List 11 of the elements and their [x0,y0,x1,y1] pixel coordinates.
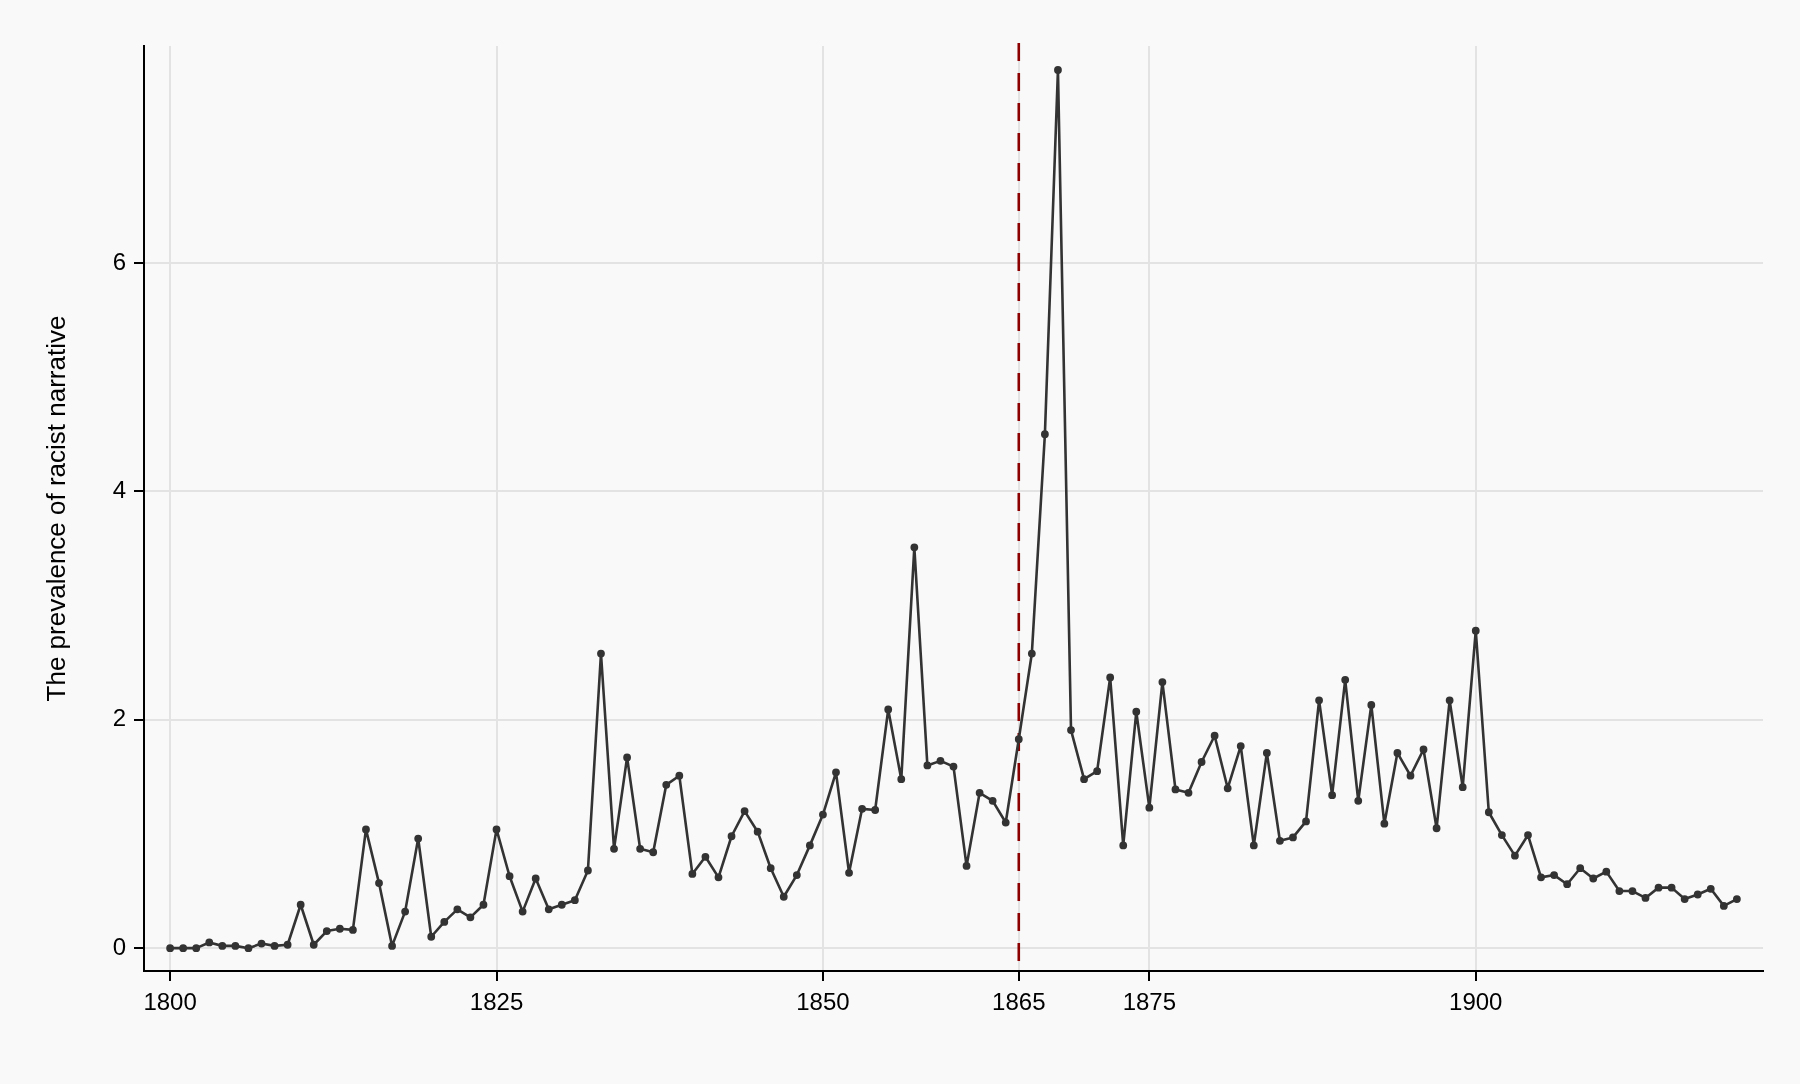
x-tick-label: 1850 [796,988,850,1016]
y-tick-label: 2 [112,704,126,732]
y-tick-label: 0 [112,932,126,960]
x-tick-label: 1875 [1122,988,1177,1016]
x-tick-label: 1900 [1449,988,1503,1016]
y-tick-label: 4 [112,476,126,503]
y-tick-label: 6 [112,247,126,275]
x-tick-label: 1800 [143,988,197,1016]
y-axis-title: The prevalence of racist narrative [40,315,71,702]
x-tick-label: 1825 [469,988,524,1016]
x-tick-label: 1865 [992,988,1046,1016]
